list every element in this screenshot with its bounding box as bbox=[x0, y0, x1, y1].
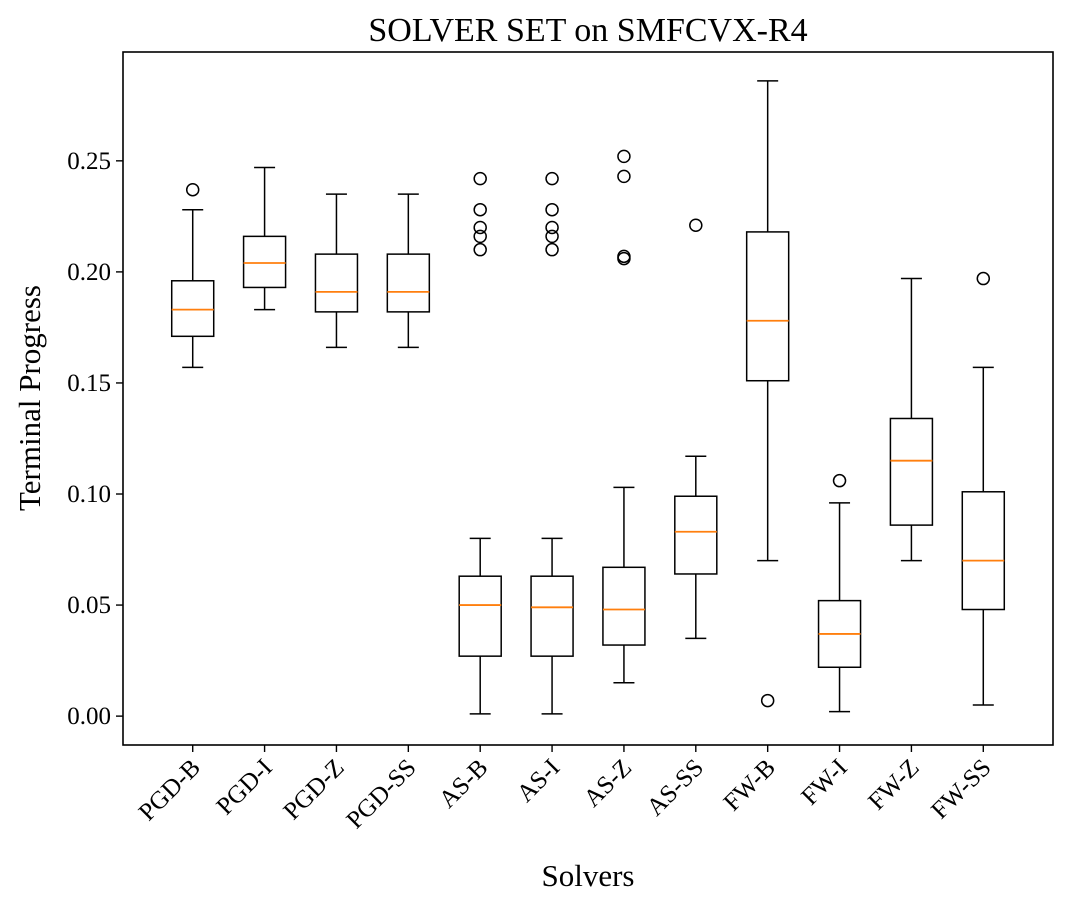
outlier-point bbox=[545, 220, 559, 235]
y-tick-label: 0.15 bbox=[67, 370, 111, 397]
outlier-point bbox=[760, 693, 775, 708]
iqr-box bbox=[530, 575, 574, 657]
chart-title: SOLVER SET on SMFCVX-R4 bbox=[368, 12, 807, 49]
y-tick-label: 0.10 bbox=[67, 481, 111, 508]
x-tick-label: AS-Z bbox=[579, 754, 637, 812]
x-tick-label: PGD-B bbox=[134, 754, 206, 826]
outlier-point bbox=[617, 149, 631, 164]
outlier-point bbox=[545, 242, 559, 257]
outlier-point bbox=[473, 229, 487, 244]
outlier-point bbox=[617, 251, 631, 266]
x-tick-label: FW-B bbox=[719, 754, 781, 816]
outlier-point bbox=[545, 229, 559, 244]
iqr-box bbox=[602, 566, 646, 646]
y-axis: 0.00 0.05 0.10 0.15 0.20 0.25 bbox=[67, 148, 123, 730]
box-pgd-ss bbox=[386, 193, 431, 349]
y-tick-label: 0.00 bbox=[67, 703, 111, 730]
iqr-box bbox=[961, 491, 1006, 611]
box-pgd-z bbox=[314, 193, 359, 349]
outlier-point bbox=[473, 220, 487, 235]
x-tick-label: AS-SS bbox=[642, 754, 709, 821]
plot-frame bbox=[122, 51, 1054, 746]
outlier-point bbox=[976, 271, 991, 286]
x-tick-label: FW-SS bbox=[926, 754, 996, 824]
iqr-box bbox=[745, 231, 790, 382]
outlier-point bbox=[473, 171, 487, 186]
box-as-z bbox=[602, 149, 646, 684]
x-axis-label: Solvers bbox=[542, 858, 635, 893]
outlier-point bbox=[832, 473, 847, 488]
outlier-point bbox=[473, 202, 487, 217]
iqr-box bbox=[314, 253, 359, 313]
outlier-point bbox=[689, 218, 703, 232]
iqr-box bbox=[170, 280, 215, 338]
iqr-box bbox=[674, 495, 718, 575]
iqr-box bbox=[242, 235, 287, 289]
y-tick-label: 0.20 bbox=[67, 259, 111, 286]
outlier-point bbox=[545, 171, 559, 186]
x-tick-label: FW-I bbox=[796, 754, 852, 810]
box-as-ss bbox=[674, 218, 718, 640]
x-tick-label: PGD-SS bbox=[342, 754, 422, 834]
box-fw-b bbox=[745, 80, 790, 708]
box-pgd-b bbox=[170, 182, 215, 369]
y-tick-label: 0.25 bbox=[67, 148, 111, 175]
iqr-box bbox=[458, 575, 502, 657]
outlier-point bbox=[545, 202, 559, 217]
x-tick-label: AS-B bbox=[434, 754, 493, 813]
box-fw-ss bbox=[961, 271, 1006, 706]
x-tick-label: PGD-I bbox=[212, 754, 278, 820]
plot-area bbox=[170, 80, 1006, 715]
box-as-b bbox=[458, 171, 502, 715]
box-fw-z bbox=[889, 277, 934, 562]
box-pgd-i bbox=[242, 166, 287, 311]
iqr-box bbox=[386, 253, 431, 313]
y-axis-label: Terminal Progress bbox=[12, 285, 47, 511]
box-fw-i bbox=[817, 473, 862, 713]
box-as-i bbox=[530, 171, 574, 715]
x-tick-label: PGD-Z bbox=[279, 754, 350, 825]
outlier-point bbox=[617, 169, 631, 184]
x-tick-label: FW-Z bbox=[863, 754, 924, 815]
iqr-box bbox=[889, 417, 934, 526]
y-tick-label: 0.05 bbox=[67, 592, 111, 619]
outlier-point bbox=[185, 182, 200, 197]
x-tick-label: AS-I bbox=[512, 754, 565, 807]
outlier-point bbox=[473, 242, 487, 257]
